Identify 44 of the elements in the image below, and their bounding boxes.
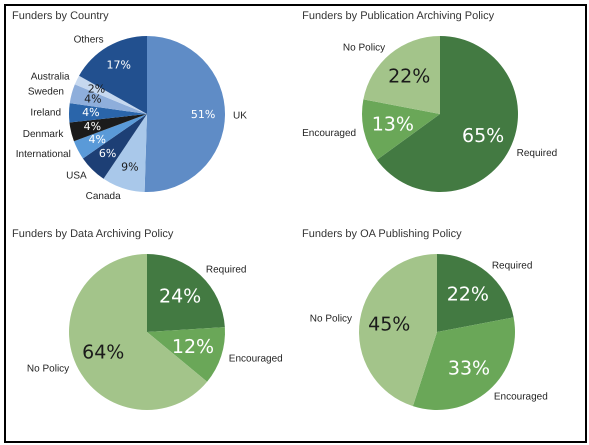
slice-label: No Policy: [310, 314, 352, 325]
chart-title: Funders by Data Archiving Policy: [12, 228, 174, 240]
data-label: 22%: [446, 284, 489, 306]
pie-slice: [69, 103, 147, 122]
slice-label: UK: [232, 110, 248, 122]
data-label: 33%: [448, 357, 490, 380]
slice-label: No Policy: [26, 364, 70, 375]
data-label: 45%: [368, 313, 410, 336]
slice-label: Encouraged: [228, 354, 283, 365]
data-label: 4%: [82, 106, 100, 120]
data-label: 22%: [388, 66, 430, 88]
slice-label: Ireland: [30, 108, 62, 119]
data-label: 4%: [84, 120, 102, 133]
data-label: 64%: [82, 342, 124, 364]
slice-label: Required: [492, 260, 532, 272]
data-label: 9%: [121, 160, 139, 174]
slice-label: Sweden: [28, 86, 64, 98]
slice-label: Australia: [30, 72, 70, 83]
data-label: 12%: [172, 336, 214, 358]
chart-title: Funders by Country: [12, 10, 110, 22]
pie-slice: [144, 36, 225, 192]
slice-label: Denmark: [22, 128, 64, 140]
slice-label: International: [16, 148, 71, 160]
data-label: 13%: [372, 114, 414, 136]
data-label: 65%: [462, 124, 504, 147]
data-label: 51%: [190, 108, 216, 121]
slice-label: No Policy: [342, 42, 386, 54]
slice-label: Required: [516, 148, 558, 160]
pie-slice: [362, 99, 440, 160]
slice-label: Encouraged: [494, 392, 548, 403]
data-label: 17%: [106, 58, 131, 72]
slice-label: USA: [66, 170, 87, 182]
slice-label: Canada: [86, 190, 122, 202]
slice-label: Encouraged: [302, 128, 356, 139]
slice-label: Required: [206, 264, 246, 276]
chart-title: Funders by Publication Archiving Policy: [302, 10, 495, 22]
data-label: 4%: [88, 133, 106, 146]
data-label: 24%: [158, 286, 202, 308]
chart-title: Funders by OA Publishing Policy: [302, 228, 462, 240]
pie-slice: [359, 254, 437, 406]
pie-slice: [147, 327, 225, 382]
data-label: 6%: [98, 147, 116, 160]
data-label: 4%: [84, 92, 102, 106]
slice-label: Others: [74, 34, 104, 46]
